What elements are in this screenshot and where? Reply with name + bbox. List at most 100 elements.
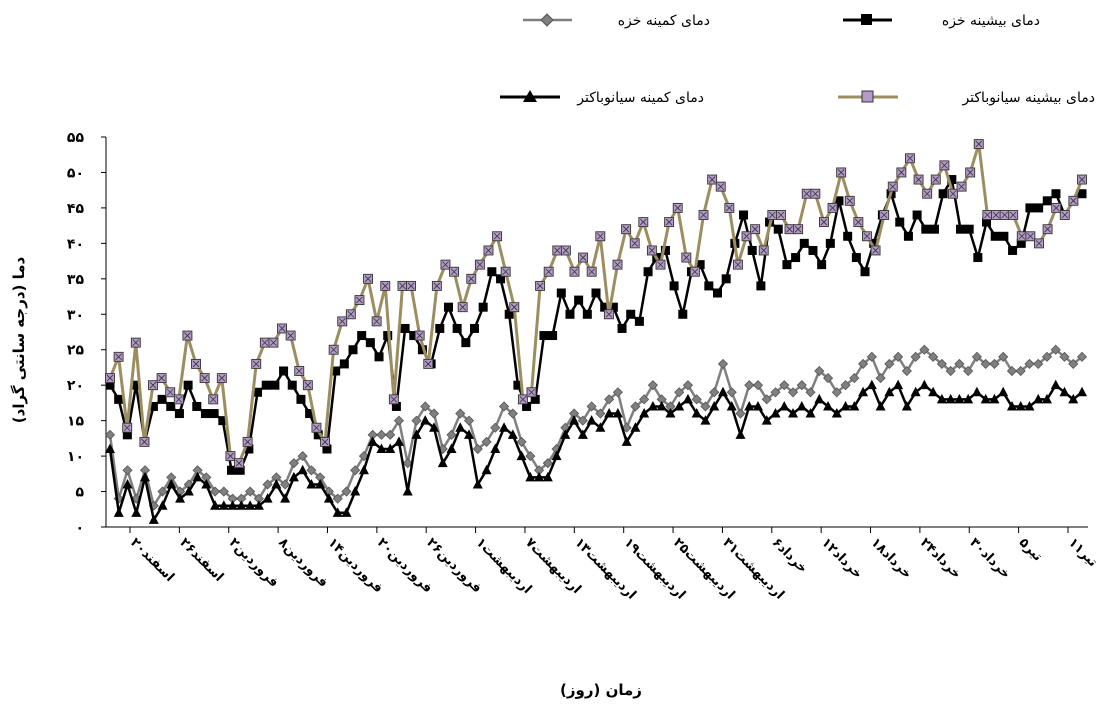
data-point-max-moss [105, 380, 115, 390]
data-point-mark [493, 232, 501, 240]
data-point-min-moss [586, 401, 597, 412]
legend-label-max-cyano: دمای بیشینه سیانوباکتر [961, 90, 1095, 106]
data-point-mark [244, 438, 251, 446]
data-point-mark [992, 211, 1000, 219]
legend-item-max-moss: دمای بیشینه خزه [843, 13, 1040, 29]
data-point-max-moss [756, 281, 766, 291]
data-point-max-moss [348, 345, 358, 355]
legend-marker-max-moss [861, 14, 872, 25]
data-point-min-cyano [744, 400, 755, 411]
data-point-max-moss [747, 245, 757, 255]
data-point-max-moss [808, 245, 818, 255]
data-point-mark [562, 247, 570, 254]
data-point-min-moss [376, 429, 387, 440]
data-point-mark [1078, 176, 1086, 183]
data-point-mark [115, 353, 122, 361]
data-point-min-moss [280, 479, 291, 490]
data-point-mark [794, 225, 802, 233]
data-point-mark [287, 332, 294, 339]
data-point-max-moss [869, 238, 879, 248]
data-point-mark [399, 282, 406, 290]
data-point-min-cyano [980, 393, 991, 404]
legend-item-max-cyano: دمای بیشینه سیانوباکتر [838, 90, 1095, 106]
data-point-min-cyano [105, 443, 115, 453]
data-point-mark [872, 247, 879, 254]
data-point-max-moss [791, 253, 801, 263]
data-point-max-moss [1025, 203, 1035, 213]
data-point-min-moss [393, 415, 405, 426]
data-point-max-moss [825, 238, 835, 248]
data-point-mark [528, 388, 535, 396]
data-point-mark [175, 396, 183, 403]
data-point-max-moss [539, 331, 549, 341]
data-point-max-moss [496, 274, 506, 284]
data-point-min-cyano [849, 400, 860, 411]
data-point-mark [571, 268, 578, 276]
data-point-min-cyano [604, 408, 615, 418]
data-point-min-cyano [542, 471, 553, 482]
data-point-min-moss [472, 443, 483, 455]
data-point-mark [467, 275, 475, 283]
data-point-min-moss [717, 358, 729, 369]
data-point-min-cyano [796, 400, 807, 411]
data-point-min-cyano [621, 436, 632, 446]
y-tick-label: ۳۰ [67, 307, 84, 323]
data-point-min-cyano [507, 429, 518, 439]
data-point-max-moss [990, 231, 1000, 241]
data-point-mark [295, 367, 303, 375]
data-point-min-cyano [271, 478, 282, 489]
data-point-min-cyano [437, 457, 448, 468]
x-tick-label: ۲۶اسفند [177, 535, 227, 585]
data-point-max-moss [296, 394, 306, 404]
data-point-max-moss [938, 189, 948, 199]
data-point-min-cyano [595, 422, 606, 432]
data-point-min-cyano [315, 478, 326, 489]
data-point-min-moss [122, 465, 133, 476]
data-point-max-moss [895, 217, 905, 227]
data-point-min-cyano [1050, 379, 1061, 390]
data-point-mark [149, 381, 157, 389]
data-point-mark [356, 296, 363, 304]
data-point-min-cyano [700, 415, 711, 425]
data-point-mark [235, 459, 243, 467]
data-point-min-moss [761, 394, 772, 405]
data-point-min-moss [288, 458, 299, 469]
data-point-min-cyano [1059, 386, 1070, 397]
data-point-mark [717, 183, 725, 190]
data-point-min-cyano [385, 443, 396, 453]
data-point-min-cyano [814, 393, 825, 404]
data-point-mark [846, 197, 854, 205]
data-point-mark [554, 247, 561, 254]
data-point-mark [209, 396, 217, 403]
data-point-min-cyano [586, 415, 597, 425]
data-point-mark [373, 318, 380, 325]
data-point-min-moss [770, 387, 781, 398]
data-point-mark [132, 339, 140, 346]
data-point-max-moss [660, 245, 670, 255]
data-point-min-cyano [367, 436, 378, 446]
data-point-max-moss [174, 409, 184, 419]
data-point-mark [691, 268, 699, 276]
data-point-mark [588, 268, 595, 276]
data-point-mark [743, 232, 750, 240]
data-point-min-cyano [1041, 393, 1052, 404]
y-tick-label: ۴۰ [67, 236, 84, 252]
data-point-min-cyano [577, 429, 588, 439]
data-point-min-cyano [166, 478, 177, 489]
data-point-min-moss [779, 380, 790, 391]
y-tick-label: ۱۰ [67, 449, 84, 465]
data-point-min-cyano [183, 486, 194, 496]
x-tick-label: ۱۲خرداد [818, 535, 865, 582]
data-point-max-moss [982, 217, 992, 227]
data-point-min-moss [262, 479, 273, 490]
data-point-max-moss [357, 331, 367, 341]
y-tick-label: ۳۵ [67, 272, 85, 288]
series-max-cyano [105, 139, 1087, 469]
data-point-min-moss [577, 415, 588, 426]
x-axis-title: زمان (روز) [560, 681, 642, 699]
data-point-min-cyano [131, 507, 142, 517]
data-point-min-moss [700, 401, 711, 412]
data-point-mark [313, 424, 320, 432]
data-point-min-cyano [341, 507, 352, 517]
data-point-min-moss [350, 465, 361, 476]
